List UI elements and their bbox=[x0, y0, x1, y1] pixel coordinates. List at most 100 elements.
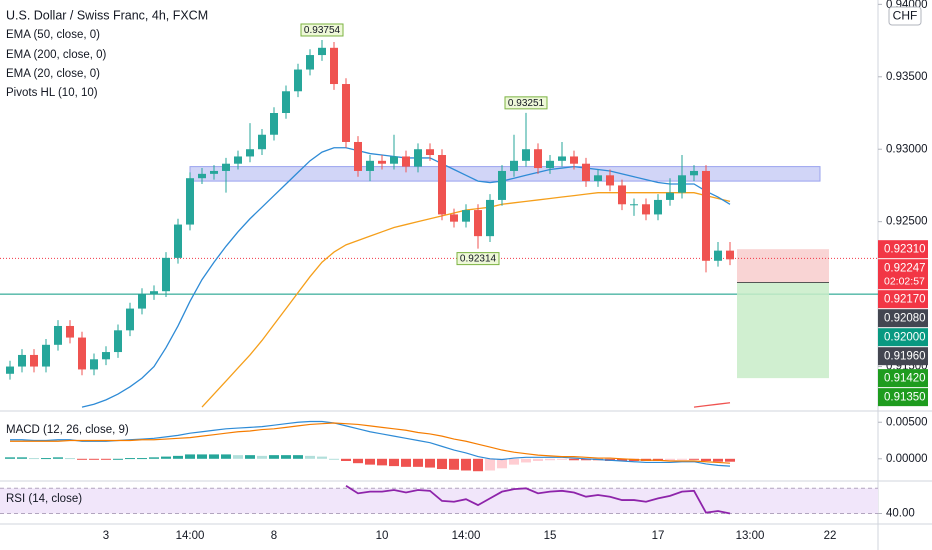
histogram-bar bbox=[461, 458, 471, 471]
candle-body bbox=[18, 354, 26, 367]
candle-body bbox=[666, 192, 674, 200]
candle-body bbox=[162, 257, 170, 292]
histogram-bar bbox=[317, 456, 327, 459]
pivot-box bbox=[300, 23, 344, 37]
currency-box bbox=[888, 6, 922, 26]
price-badge bbox=[878, 309, 928, 328]
candle-body bbox=[30, 354, 38, 367]
macd-line bbox=[10, 420, 731, 467]
histogram-bar bbox=[413, 458, 423, 467]
price-badge-label: 0.91420 bbox=[884, 373, 926, 385]
y-tick-label: 0.92500 bbox=[886, 216, 928, 228]
histogram-bar bbox=[437, 458, 447, 470]
candle-body bbox=[42, 344, 50, 367]
candle-body bbox=[642, 204, 650, 215]
histogram-bar bbox=[569, 458, 579, 461]
histogram-bar bbox=[521, 458, 531, 463]
pane-title: MACD (12, 26, close, 9) bbox=[6, 424, 129, 436]
candle-body bbox=[438, 155, 446, 215]
candle-body bbox=[594, 175, 602, 182]
candle-body bbox=[498, 170, 506, 200]
x-tick-label: 3 bbox=[103, 530, 109, 542]
histogram-bar bbox=[473, 458, 483, 472]
histogram-bar bbox=[137, 458, 147, 460]
legend-entry: EMA (200, close, 0) bbox=[6, 49, 107, 61]
candle-body bbox=[270, 113, 278, 135]
y-tick-label: 0.93000 bbox=[886, 143, 928, 155]
candle-body bbox=[414, 149, 422, 167]
x-tick-label: 17 bbox=[652, 530, 665, 542]
x-tick-label: 14:00 bbox=[176, 530, 205, 542]
chart-title: U.S. Dollar / Swiss Franc, 4h, FXCM bbox=[6, 8, 208, 22]
countdown: 02:02:57 bbox=[884, 275, 925, 287]
price-badge-label: 0.92247 bbox=[884, 263, 926, 275]
candle-body bbox=[114, 330, 122, 353]
candle-body bbox=[474, 210, 482, 237]
candle-body bbox=[222, 163, 230, 171]
candle-body bbox=[258, 134, 266, 150]
candle-body bbox=[570, 156, 578, 164]
histogram-bar bbox=[101, 458, 111, 460]
histogram-bar bbox=[221, 454, 231, 459]
candle-body bbox=[678, 175, 686, 193]
candle-body bbox=[294, 69, 302, 92]
ema-line bbox=[693, 402, 731, 408]
candle-body bbox=[54, 325, 62, 345]
histogram-bar bbox=[389, 458, 399, 467]
x-tick-label: 15 bbox=[544, 530, 557, 542]
histogram-bar bbox=[29, 458, 39, 460]
candle-body bbox=[486, 199, 494, 237]
histogram-bar bbox=[353, 458, 363, 464]
y-tick-label: 40.00 bbox=[886, 508, 915, 520]
candle-body bbox=[354, 141, 362, 171]
histogram-bar bbox=[149, 457, 159, 459]
histogram-bar bbox=[365, 458, 375, 465]
histogram-bar bbox=[485, 458, 495, 471]
candle-body bbox=[402, 156, 410, 167]
price-badge bbox=[878, 328, 928, 347]
currency: CHF bbox=[893, 9, 918, 23]
y-tick-label: 0.00500 bbox=[886, 416, 928, 428]
candle-body bbox=[522, 149, 530, 161]
histogram-bar bbox=[185, 454, 195, 459]
candle-body bbox=[450, 214, 458, 222]
price-badge bbox=[878, 259, 928, 290]
price-badge-label: 0.92310 bbox=[884, 244, 926, 256]
candle-body bbox=[330, 47, 338, 85]
candle-body bbox=[90, 359, 98, 370]
histogram-bar bbox=[197, 454, 207, 459]
histogram-bar bbox=[713, 458, 723, 462]
candle-body bbox=[726, 250, 734, 260]
candle-body bbox=[546, 160, 554, 169]
candle-body bbox=[582, 163, 590, 182]
histogram-bar bbox=[233, 455, 243, 459]
candle-body bbox=[390, 156, 398, 164]
histogram-bar bbox=[677, 458, 687, 460]
histogram-bar bbox=[449, 458, 459, 470]
histogram-bar bbox=[293, 455, 303, 459]
candle-body bbox=[210, 170, 218, 174]
histogram-bar bbox=[173, 455, 183, 459]
histogram-bar bbox=[329, 458, 339, 460]
candle-body bbox=[246, 149, 254, 157]
y-tick-label: 0.94000 bbox=[886, 0, 928, 11]
pivot-box bbox=[504, 96, 548, 110]
legend-entry: EMA (50, close, 0) bbox=[6, 29, 100, 41]
histogram-bar bbox=[665, 458, 675, 461]
candle-body bbox=[714, 250, 722, 261]
signal-line bbox=[10, 422, 731, 464]
candle-body bbox=[534, 149, 542, 169]
x-tick-label: 10 bbox=[376, 530, 389, 542]
legend-entry: Pivots HL (10, 10) bbox=[6, 87, 98, 99]
histogram-bar bbox=[209, 454, 219, 459]
x-tick-label: 8 bbox=[271, 530, 277, 542]
y-tick-label: 0.00000 bbox=[886, 453, 928, 465]
histogram-bar bbox=[689, 458, 699, 460]
candle-body bbox=[138, 294, 146, 309]
stop-zone bbox=[737, 249, 829, 283]
pivot-label: 0.93251 bbox=[508, 98, 545, 109]
histogram-bar bbox=[281, 455, 291, 459]
rsi-line bbox=[345, 485, 731, 515]
candle-body bbox=[558, 156, 566, 161]
histogram-bar bbox=[497, 458, 507, 469]
